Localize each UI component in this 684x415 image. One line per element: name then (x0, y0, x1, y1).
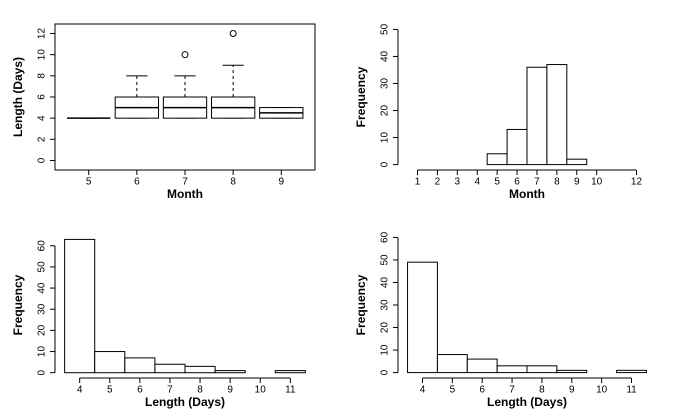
x-tick-label: 5 (494, 177, 500, 188)
x-tick-label: 7 (534, 177, 540, 188)
outlier (229, 30, 237, 38)
bar (94, 351, 126, 374)
x-tick-label: 7 (182, 177, 188, 188)
bar (546, 64, 568, 166)
y-tick-label: 0 (37, 157, 48, 163)
bar (506, 128, 528, 166)
y-tick-label: 40 (37, 282, 48, 294)
x-tick-label: 6 (479, 385, 485, 396)
y-tick-label: 10 (380, 344, 391, 356)
y-axis-title: Frequency (354, 274, 368, 335)
bar (466, 358, 498, 374)
y-tick-label: 10 (37, 346, 48, 358)
y-tick-label: 60 (380, 231, 391, 243)
outlier (181, 51, 189, 59)
x-tick-label: 9 (279, 177, 285, 188)
x-tick-label: 2 (435, 177, 441, 188)
x-tick-label: 10 (255, 385, 267, 396)
bar (566, 158, 588, 166)
x-tick-label: 5 (107, 385, 113, 396)
x-tick-label: 11 (285, 385, 296, 396)
x-axis-title: Length (Days) (487, 395, 567, 409)
y-tick-label: 2 (37, 136, 48, 142)
y-axis-title: Length (Days) (11, 57, 25, 137)
x-tick-label: 11 (626, 385, 637, 396)
y-tick-label: 4 (37, 115, 48, 121)
y-tick-label: 40 (380, 50, 391, 62)
x-tick-label: 8 (230, 177, 236, 188)
bar (436, 354, 468, 374)
y-tick-label: 8 (37, 73, 48, 79)
y-tick-label: 0 (380, 161, 391, 167)
bar (64, 238, 96, 374)
x-tick-label: 6 (134, 177, 140, 188)
x-axis-title: Month (167, 187, 203, 201)
bar (154, 363, 186, 374)
y-tick-label: 20 (380, 105, 391, 117)
y-tick-label: 10 (380, 132, 391, 144)
x-tick-label: 5 (86, 177, 92, 188)
bar (616, 369, 647, 374)
bar (496, 365, 528, 374)
x-tick-label: 6 (514, 177, 520, 188)
bar (214, 370, 246, 374)
x-tick-label: 12 (631, 177, 643, 188)
y-tick-label: 40 (380, 276, 391, 288)
y-tick-label: 50 (37, 261, 48, 273)
bar (274, 370, 306, 374)
bar (124, 357, 156, 374)
x-tick-label: 4 (474, 177, 480, 188)
x-tick-label: 4 (77, 385, 83, 396)
bar (184, 365, 216, 374)
y-tick-label: 0 (37, 369, 48, 375)
y-tick-label: 12 (37, 28, 48, 40)
x-tick-label: 8 (197, 385, 203, 396)
x-tick-label: 4 (420, 385, 426, 396)
x-tick-label: 7 (167, 385, 173, 396)
y-tick-label: 30 (380, 77, 391, 89)
x-axis-title: Month (509, 187, 545, 201)
bar (486, 153, 508, 166)
x-tick-label: 9 (574, 177, 580, 188)
y-tick-label: 60 (37, 240, 48, 252)
x-tick-label: 5 (450, 385, 456, 396)
bar (526, 66, 548, 166)
bar (556, 369, 588, 374)
y-tick-label: 50 (380, 254, 391, 266)
x-tick-label: 8 (554, 177, 560, 188)
y-tick-label: 6 (37, 94, 48, 100)
x-tick-label: 8 (539, 385, 545, 396)
y-axis-title: Frequency (354, 66, 368, 127)
y-tick-label: 20 (380, 322, 391, 334)
y-tick-label: 30 (37, 303, 48, 315)
x-tick-label: 9 (227, 385, 233, 396)
x-tick-label: 10 (596, 385, 608, 396)
y-tick-label: 50 (380, 23, 391, 35)
x-tick-label: 1 (415, 177, 421, 188)
y-tick-label: 0 (380, 369, 391, 375)
y-tick-label: 30 (380, 299, 391, 311)
x-tick-label: 7 (509, 385, 515, 396)
x-tick-label: 6 (137, 385, 143, 396)
y-tick-label: 20 (37, 324, 48, 336)
y-axis-title: Frequency (11, 274, 25, 335)
x-tick-label: 9 (569, 385, 575, 396)
x-axis-title: Length (Days) (145, 395, 225, 409)
x-tick-label: 3 (455, 177, 461, 188)
bar (407, 261, 438, 374)
y-tick-label: 10 (37, 49, 48, 61)
x-tick-label: 10 (591, 177, 603, 188)
bar (526, 365, 558, 374)
